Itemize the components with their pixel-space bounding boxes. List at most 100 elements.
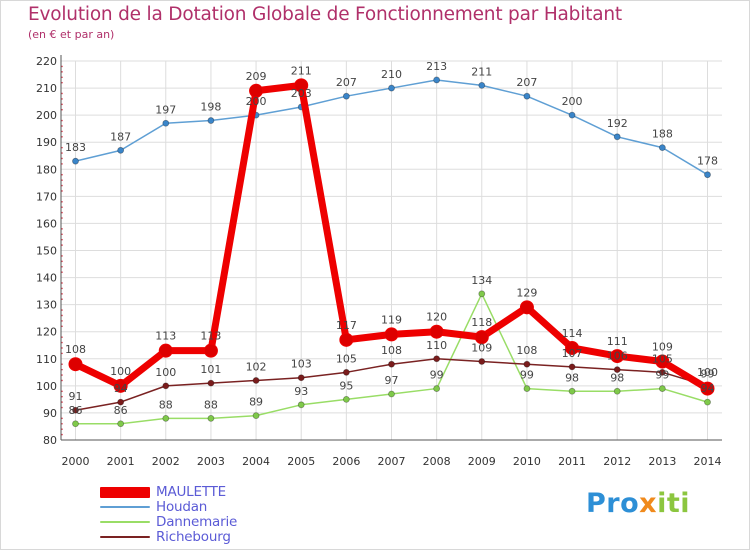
point-maulette (339, 332, 354, 347)
data-label-dannemarie: 99 (430, 369, 444, 382)
point-maulette (294, 78, 309, 93)
point-dannemarie (478, 290, 486, 298)
point-houdan (388, 84, 395, 92)
y-minor-tick (61, 282, 63, 284)
y-minor-tick (61, 130, 63, 133)
data-label-houdan: 197 (155, 103, 176, 116)
point-maulette (655, 354, 670, 369)
y-minor-tick (61, 260, 63, 263)
point-dannemarie (658, 385, 666, 392)
y-minor-tick (61, 374, 63, 376)
data-label-richebourg: 106 (607, 350, 628, 363)
point-houdan (478, 81, 486, 89)
data-label-maulette: 109 (652, 340, 673, 353)
y-minor-tick (61, 368, 63, 371)
data-label-maulette: 113 (200, 330, 221, 343)
point-maulette (113, 378, 128, 393)
y-minor-tick (61, 76, 63, 79)
data-label-maulette: 209 (246, 70, 267, 83)
point-richebourg (613, 366, 621, 374)
y-minor-tick (61, 146, 63, 149)
point-maulette (249, 83, 264, 98)
data-label-richebourg: 100 (697, 366, 718, 379)
point-houdan (704, 171, 711, 179)
y-tick-label: 140 (36, 272, 57, 285)
y-tick-label: 210 (36, 82, 57, 95)
y-minor-tick (61, 92, 63, 95)
y-minor-tick (61, 184, 63, 187)
data-label-dannemarie: 94 (701, 382, 715, 395)
legend-item-houdan: Houdan (100, 499, 300, 515)
data-label-houdan: 200 (562, 95, 583, 108)
x-tick-label: 2007 (378, 455, 406, 468)
data-label-maulette: 108 (65, 343, 86, 356)
data-label-houdan: 183 (65, 141, 86, 154)
point-houdan (658, 144, 666, 152)
data-label-dannemarie: 86 (114, 404, 128, 417)
y-minor-tick (61, 320, 63, 322)
data-label-dannemarie: 98 (610, 371, 624, 384)
data-label-dannemarie: 86 (69, 404, 83, 417)
x-tick-label: 2001 (107, 455, 135, 468)
point-richebourg (433, 355, 441, 363)
point-dannemarie (704, 398, 711, 406)
point-dannemarie (117, 420, 125, 428)
point-maulette (565, 340, 580, 355)
y-tick-label: 100 (36, 380, 57, 393)
data-label-houdan: 213 (426, 60, 447, 73)
point-dannemarie (433, 385, 441, 392)
data-label-richebourg: 103 (291, 358, 312, 371)
y-tick-label: 120 (36, 326, 57, 339)
y-minor-tick (61, 125, 63, 127)
y-minor-tick (61, 325, 63, 328)
data-label-maulette: 117 (336, 319, 357, 332)
y-minor-tick (61, 352, 63, 355)
point-maulette (474, 330, 489, 345)
legend-label-richebourg: Richebourg (156, 529, 231, 545)
point-dannemarie (342, 395, 350, 403)
point-richebourg (297, 374, 305, 382)
proxiti-logo: Proxiti (586, 488, 690, 519)
y-minor-tick (61, 81, 63, 84)
point-dannemarie (162, 414, 170, 422)
data-label-richebourg: 108 (381, 344, 402, 357)
point-houdan (433, 76, 441, 84)
point-richebourg (342, 368, 350, 376)
data-label-dannemarie: 95 (339, 379, 353, 392)
point-richebourg (117, 398, 125, 406)
y-tick-label: 200 (36, 109, 57, 122)
y-minor-tick (61, 406, 63, 409)
x-tick-label: 2000 (62, 455, 90, 468)
data-label-maulette: 111 (607, 335, 628, 348)
y-minor-tick (61, 255, 63, 257)
data-label-maulette: 99 (701, 368, 715, 381)
data-label-maulette: 118 (471, 316, 492, 329)
y-minor-tick (61, 190, 63, 192)
y-minor-tick (61, 293, 63, 295)
y-minor-tick (61, 244, 63, 246)
point-houdan (568, 111, 576, 119)
x-tick-label: 2013 (648, 455, 676, 468)
legend-swatch-dannemarie (100, 521, 150, 523)
data-label-richebourg: 107 (562, 347, 583, 360)
y-tick-label: 160 (36, 217, 57, 230)
data-label-houdan: 188 (652, 128, 673, 141)
y-minor-tick (61, 428, 63, 430)
point-houdan (72, 157, 79, 165)
y-minor-tick (61, 417, 63, 420)
x-tick-label: 2010 (513, 455, 541, 468)
data-label-maulette: 129 (516, 286, 537, 299)
y-minor-tick (61, 157, 63, 160)
point-maulette (203, 343, 218, 358)
point-maulette (610, 349, 625, 364)
point-richebourg (388, 360, 395, 368)
data-label-richebourg: 102 (246, 360, 267, 373)
y-minor-tick (61, 336, 63, 338)
y-tick-label: 150 (36, 245, 57, 258)
point-dannemarie (613, 387, 621, 395)
data-label-dannemarie: 88 (204, 398, 218, 411)
data-label-houdan: 211 (471, 65, 492, 78)
y-minor-tick (61, 433, 63, 436)
x-tick-label: 2003 (197, 455, 225, 468)
